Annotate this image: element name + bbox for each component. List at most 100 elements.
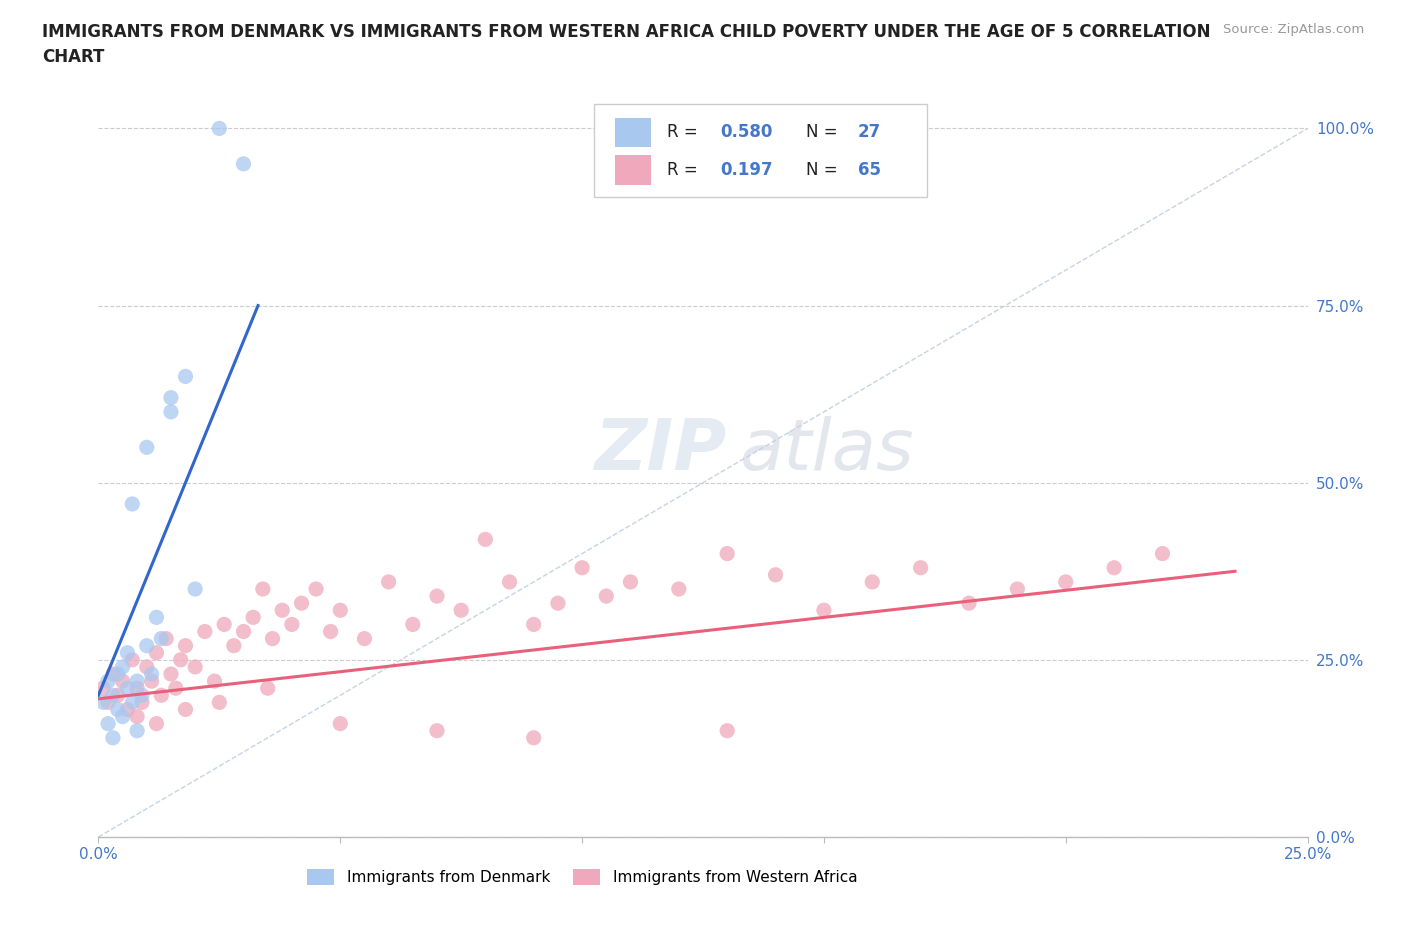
Point	[150, 688, 173, 703]
Point	[353, 631, 375, 646]
Point	[232, 156, 254, 171]
Point	[668, 581, 690, 596]
Point	[498, 575, 520, 590]
Point	[91, 681, 114, 696]
Point	[910, 560, 932, 575]
Point	[145, 716, 167, 731]
Point	[1152, 546, 1174, 561]
Point	[595, 589, 617, 604]
Point	[160, 391, 183, 405]
Point	[127, 673, 149, 688]
Point	[208, 695, 231, 710]
Point	[141, 673, 163, 688]
Point	[117, 702, 139, 717]
Text: atlas: atlas	[740, 416, 914, 485]
Point	[174, 369, 197, 384]
Point	[957, 596, 980, 611]
Text: 0.197: 0.197	[720, 161, 772, 179]
Point	[107, 688, 129, 703]
Point	[765, 567, 787, 582]
Point	[131, 695, 153, 710]
Point	[111, 673, 134, 688]
Point	[135, 659, 157, 674]
Point	[290, 596, 312, 611]
Point	[256, 681, 278, 696]
Point	[571, 560, 593, 575]
Point	[165, 681, 187, 696]
Point	[232, 624, 254, 639]
Point	[450, 603, 472, 618]
Point	[329, 603, 352, 618]
Point	[523, 617, 546, 631]
Point	[813, 603, 835, 618]
Point	[208, 121, 231, 136]
Point	[174, 702, 197, 717]
Point	[155, 631, 177, 646]
Point	[252, 581, 274, 596]
Text: CHART: CHART	[42, 48, 104, 66]
Point	[204, 673, 226, 688]
Point	[474, 532, 496, 547]
Point	[107, 667, 129, 682]
Point	[716, 724, 738, 738]
Point	[523, 730, 546, 745]
Text: 27: 27	[858, 124, 882, 141]
Point	[242, 610, 264, 625]
Point	[135, 638, 157, 653]
Point	[329, 716, 352, 731]
Point	[150, 631, 173, 646]
Point	[121, 695, 143, 710]
Point	[101, 688, 124, 703]
Point	[1007, 581, 1029, 596]
Point	[619, 575, 641, 590]
Point	[127, 681, 149, 696]
Point	[111, 659, 134, 674]
Point	[135, 440, 157, 455]
Point	[402, 617, 425, 631]
Point	[305, 581, 328, 596]
Point	[145, 610, 167, 625]
Point	[141, 667, 163, 682]
Text: ZIP: ZIP	[595, 416, 727, 485]
Text: Source: ZipAtlas.com: Source: ZipAtlas.com	[1223, 23, 1364, 36]
Point	[194, 624, 217, 639]
Legend: Immigrants from Denmark, Immigrants from Western Africa: Immigrants from Denmark, Immigrants from…	[307, 869, 858, 885]
Point	[160, 667, 183, 682]
Point	[169, 653, 191, 668]
Point	[1102, 560, 1125, 575]
Point	[222, 638, 245, 653]
Point	[212, 617, 235, 631]
Point	[101, 667, 124, 682]
Point	[97, 716, 120, 731]
Point	[319, 624, 342, 639]
Point	[426, 724, 449, 738]
Point	[145, 645, 167, 660]
Point	[716, 546, 738, 561]
Y-axis label: Child Poverty Under the Age of 5: Child Poverty Under the Age of 5	[0, 339, 7, 591]
Point	[117, 645, 139, 660]
Text: 0.580: 0.580	[720, 124, 772, 141]
Text: N =: N =	[806, 124, 842, 141]
Point	[860, 575, 883, 590]
Point	[1054, 575, 1077, 590]
Point	[121, 653, 143, 668]
Point	[107, 702, 129, 717]
Point	[262, 631, 284, 646]
Point	[426, 589, 449, 604]
Point	[160, 405, 183, 419]
Point	[281, 617, 304, 631]
Text: R =: R =	[666, 161, 703, 179]
Point	[117, 681, 139, 696]
FancyBboxPatch shape	[595, 104, 927, 197]
Point	[97, 673, 120, 688]
Point	[91, 695, 114, 710]
Point	[101, 730, 124, 745]
Point	[127, 709, 149, 724]
Text: IMMIGRANTS FROM DENMARK VS IMMIGRANTS FROM WESTERN AFRICA CHILD POVERTY UNDER TH: IMMIGRANTS FROM DENMARK VS IMMIGRANTS FR…	[42, 23, 1211, 41]
Text: R =: R =	[666, 124, 703, 141]
Point	[547, 596, 569, 611]
Text: N =: N =	[806, 161, 842, 179]
Bar	[614, 154, 651, 184]
Point	[377, 575, 399, 590]
Point	[184, 659, 207, 674]
